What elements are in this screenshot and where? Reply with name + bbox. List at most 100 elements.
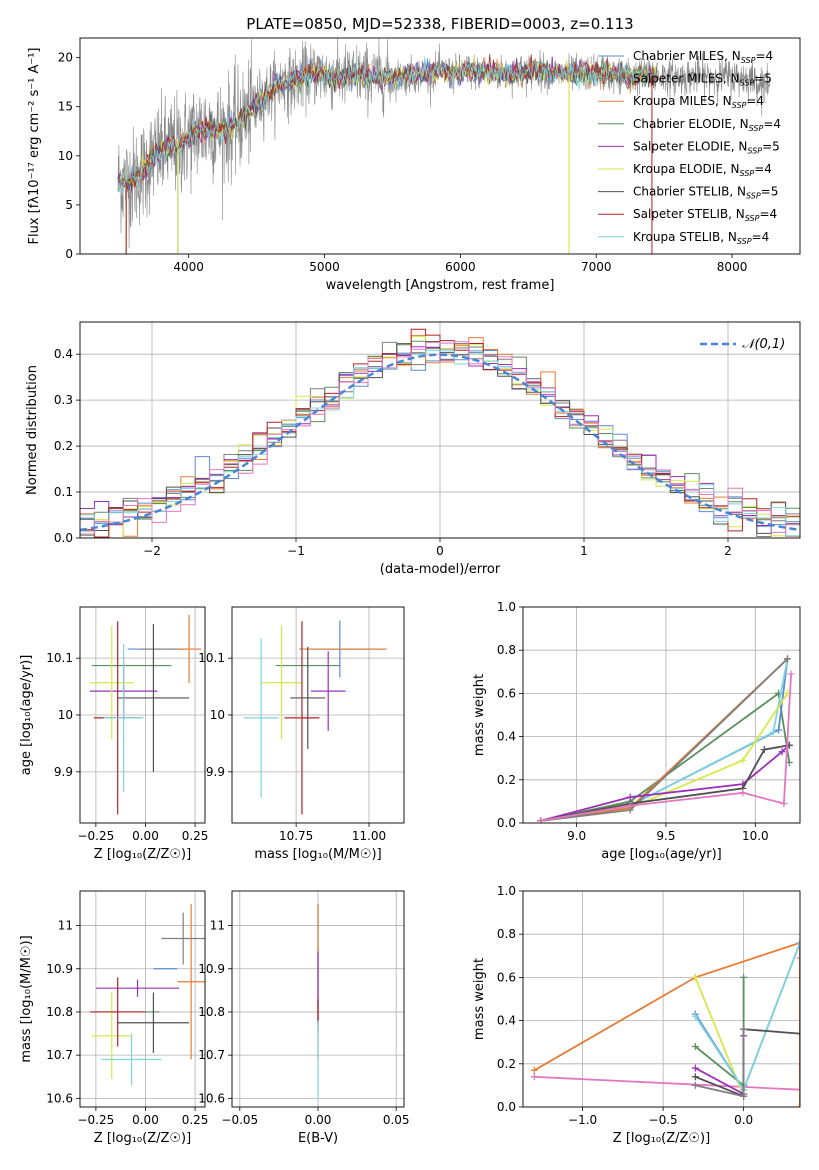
axes-frame [231, 606, 405, 824]
legend-label: Kroupa ELODIE, NSSP=4 [633, 162, 772, 178]
y-tick-label: 0.0 [54, 531, 73, 545]
axes-frame [522, 890, 801, 1108]
y-axis-label: mass [log₁₀(M/M☉)] [19, 935, 34, 1062]
legend-label: Chabrier MILES, NSSP=4 [633, 49, 773, 65]
mass-weight-line [533, 941, 800, 1107]
y-tick-label: 10 [58, 149, 73, 163]
y-tick-label: 9.9 [54, 765, 73, 779]
mass-weight-marker [691, 1073, 699, 1081]
panel-weight_vs_age: 9.0 9.5 10.0 0.0 0.2 0.4 0.6 0.8 1.0 age [log₁₀(a… [472, 600, 801, 862]
y-axis-label: Flux [fλ10⁻¹⁷ erg cm⁻² s⁻¹ A⁻¹] [27, 48, 42, 245]
y-tick-label: 10.8 [198, 1005, 225, 1019]
plot-area-spectrum [117, 38, 771, 254]
x-axis-label: Z [log₁₀(Z/Z☉)] [613, 1131, 710, 1146]
y-tick-label: 0.0 [497, 816, 516, 830]
x-tick-label: 2 [724, 544, 732, 558]
histogram-series [80, 341, 800, 534]
x-tick-label: 4000 [173, 260, 204, 274]
legend-label: Kroupa STELIB, NSSP=4 [633, 230, 769, 246]
mass-weight-line [540, 673, 792, 822]
legend-subscript: SSP [740, 169, 755, 178]
axes-frame [79, 321, 801, 539]
x-tick-label: −0.5 [649, 1113, 678, 1127]
y-tick-label: 10 [58, 708, 73, 722]
figure-title: PLATE=0850, MJD=52338, FIBERID=0003, z=0… [246, 15, 633, 33]
histogram-series [80, 341, 800, 535]
y-tick-label: 0.6 [497, 686, 516, 700]
normal-reference-curve [80, 353, 800, 532]
y-tick-label: 10 [210, 708, 225, 722]
panel-mass_vs_ebv: −0.05 0.00 0.05 10.6 10.7 10.8 10.9 11 E(B-V) [198, 890, 410, 1146]
plot-area-residuals [80, 328, 800, 538]
legend-text: =4 [754, 162, 772, 176]
x-tick-label: 0.00 [132, 829, 159, 843]
legend-text: Salpeter ELODIE, N [633, 139, 747, 153]
x-axis-label: age [log₁₀(age/yr)] [601, 847, 722, 862]
mass-weight-marker [780, 800, 788, 808]
model-spectrum-line [117, 56, 658, 197]
y-axis-label: mass weight [472, 958, 487, 1040]
y-tick-label: 0.2 [54, 439, 73, 453]
legend-label: Salpeter MILES, NSSP=5 [633, 72, 772, 88]
y-tick-label: 1.0 [497, 884, 516, 898]
x-tick-label: −0.25 [77, 829, 114, 843]
legend-text: Chabrier MILES, N [633, 49, 741, 63]
y-tick-label: 0.6 [497, 970, 516, 984]
x-tick-label: 0.00 [305, 1113, 332, 1127]
y-tick-label: 10.6 [198, 1091, 225, 1105]
x-axis-label: Z [log₁₀(Z/Z☉)] [94, 847, 191, 862]
y-tick-label: 10.9 [198, 962, 225, 976]
legend-label: Kroupa MILES, NSSP=4 [633, 94, 764, 110]
mass-weight-marker [691, 1012, 699, 1020]
mass-weight-marker [796, 1030, 800, 1038]
x-axis-label: mass [log₁₀(M/M☉)] [254, 847, 381, 862]
mass-weight-marker [769, 728, 777, 736]
panel-residuals: −2 −1 0 1 2 0.0 0.1 0.2 0.3 0.4 (data-model)/error… [25, 321, 801, 577]
mass-weight-marker [691, 973, 699, 981]
y-tick-label: 10.9 [46, 962, 73, 976]
panel-weight_vs_Z: −1.0 −0.5 0.0 0.0 0.2 0.4 0.6 0.8 1.0 Z [log₁₀(Z/… [472, 884, 801, 1146]
x-tick-label: 10.75 [279, 829, 313, 843]
x-tick-label: 11.00 [352, 829, 386, 843]
mass-weight-marker [760, 746, 768, 754]
y-tick-label: 0.8 [497, 927, 516, 941]
x-axis-label: (data-model)/error [380, 562, 501, 577]
mass-weight-line [534, 958, 800, 1091]
x-tick-label: 0.0 [734, 1113, 753, 1127]
x-tick-label: 6000 [445, 260, 476, 274]
y-tick-label: 10.8 [46, 1005, 73, 1019]
y-tick-label: 10.7 [198, 1048, 225, 1062]
legend-text: =5 [761, 185, 779, 199]
x-tick-label: −1 [287, 544, 305, 558]
legend-subscript: SSP [745, 214, 760, 223]
mass-weight-marker [775, 726, 783, 734]
y-tick-label: 10.1 [198, 651, 225, 665]
mass-weight-marker [739, 756, 747, 764]
legend-subscript: SSP [732, 101, 747, 110]
mass-weight-marker [530, 1066, 538, 1074]
plot-area-age_vs_Z [89, 614, 202, 815]
mass-weight-marker [740, 1092, 748, 1100]
y-axis-label: Normed distribution [25, 365, 40, 495]
axes-frame [79, 37, 801, 255]
legend-text: =4 [752, 230, 770, 244]
y-tick-label: 0.3 [54, 393, 73, 407]
legend-text: =4 [763, 117, 781, 131]
mass-weight-marker [691, 1043, 699, 1051]
x-tick-label: 7000 [581, 260, 612, 274]
legend-label: 𝒩(0,1) [742, 337, 785, 352]
y-tick-label: 11 [210, 919, 225, 933]
y-tick-label: 5 [65, 198, 73, 212]
y-tick-label: 11 [58, 919, 73, 933]
legend-text: Kroupa MILES, N [633, 94, 732, 108]
mass-weight-marker [740, 1025, 748, 1033]
mass-weight-marker [787, 670, 795, 678]
panel-age_vs_mass: 10.75 11.00 9.9 10 10.1 mass [log₁₀(M/M☉)] [198, 606, 405, 862]
legend-text: Salpeter MILES, N [633, 72, 740, 86]
y-tick-label: 0.4 [497, 1014, 516, 1028]
mass-weight-marker [783, 655, 791, 663]
x-tick-label: 0.25 [182, 829, 209, 843]
legend-subscript: SSP [741, 56, 756, 65]
